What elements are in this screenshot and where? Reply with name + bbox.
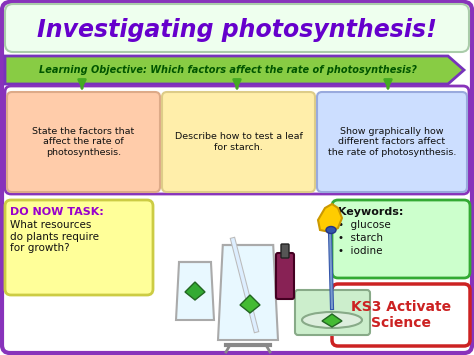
Polygon shape [185, 282, 205, 300]
Text: State the factors that
affect the rate of
photosynthesis.: State the factors that affect the rate o… [32, 127, 135, 157]
FancyBboxPatch shape [5, 200, 153, 295]
FancyBboxPatch shape [332, 200, 470, 278]
Text: •  glucose: • glucose [338, 220, 391, 230]
FancyBboxPatch shape [5, 86, 469, 194]
FancyBboxPatch shape [276, 253, 294, 299]
Text: What resources
do plants require
for growth?: What resources do plants require for gro… [10, 220, 99, 253]
Polygon shape [218, 288, 278, 340]
Text: DO NOW TASK:: DO NOW TASK: [10, 207, 104, 217]
FancyBboxPatch shape [5, 4, 469, 52]
Ellipse shape [326, 226, 336, 234]
FancyBboxPatch shape [295, 290, 370, 335]
Text: Investigating photosynthesis!: Investigating photosynthesis! [37, 18, 437, 42]
Text: Show graphically how
different factors affect
the rate of photosynthesis.: Show graphically how different factors a… [328, 127, 456, 157]
FancyBboxPatch shape [317, 92, 467, 192]
Polygon shape [240, 295, 260, 313]
Text: Describe how to test a leaf
for starch.: Describe how to test a leaf for starch. [174, 132, 302, 152]
Polygon shape [5, 56, 464, 84]
Text: KS3 Activate
Science: KS3 Activate Science [351, 300, 451, 330]
Polygon shape [322, 314, 342, 327]
Text: •  starch: • starch [338, 233, 383, 243]
FancyBboxPatch shape [332, 284, 470, 346]
Polygon shape [176, 288, 214, 320]
Text: Learning Objective: Which factors affect the rate of photosynthesis?: Learning Objective: Which factors affect… [39, 65, 417, 75]
FancyBboxPatch shape [162, 92, 315, 192]
Text: Keywords:: Keywords: [338, 207, 403, 217]
Text: •  iodine: • iodine [338, 246, 383, 256]
FancyBboxPatch shape [281, 244, 289, 258]
Polygon shape [176, 262, 214, 320]
Ellipse shape [302, 312, 362, 328]
FancyBboxPatch shape [7, 92, 160, 192]
Polygon shape [218, 245, 278, 340]
Polygon shape [318, 204, 342, 232]
